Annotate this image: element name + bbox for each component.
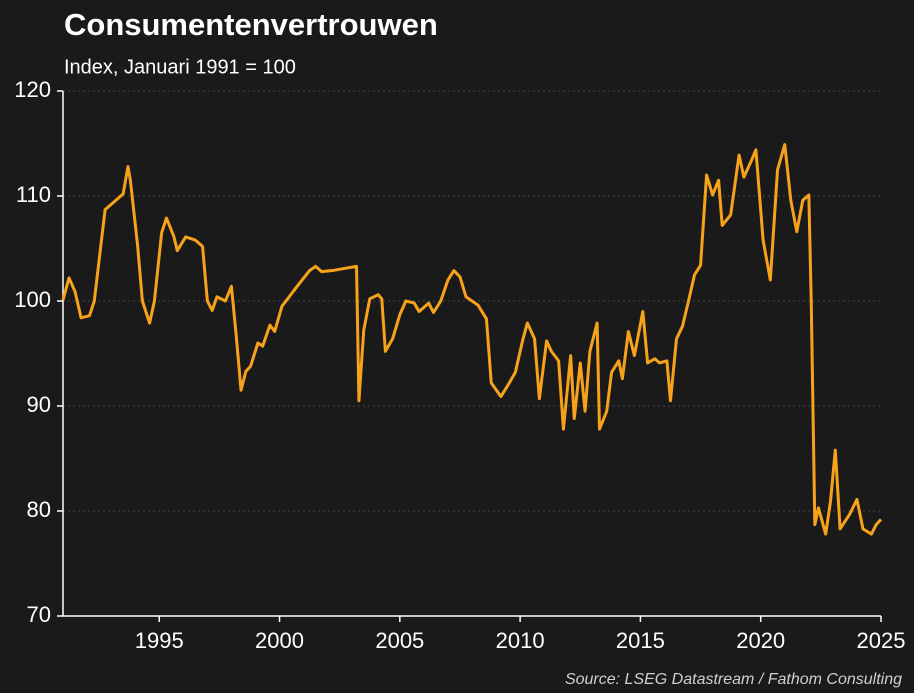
x-tick-label: 2025 [857, 628, 906, 653]
x-tick-label: 2015 [616, 628, 665, 653]
y-tick-label: 100 [14, 287, 51, 312]
chart-title: Consumentenvertrouwen [64, 7, 438, 42]
source-note: Source: LSEG Datastream / Fathom Consult… [565, 671, 902, 688]
chart-subtitle: Index, Januari 1991 = 100 [64, 56, 296, 78]
x-tick-label: 1995 [135, 628, 184, 653]
x-tick-label: 2005 [375, 628, 424, 653]
x-tick-label: 2010 [496, 628, 545, 653]
y-tick-label: 110 [16, 182, 51, 207]
y-tick-label: 80 [27, 497, 51, 522]
x-tick-label: 2000 [255, 628, 304, 653]
y-tick-label: 120 [14, 77, 51, 102]
y-tick-label: 70 [27, 602, 51, 627]
x-tick-label: 2020 [736, 628, 785, 653]
data-line [61, 143, 883, 536]
y-tick-label: 90 [27, 392, 51, 417]
